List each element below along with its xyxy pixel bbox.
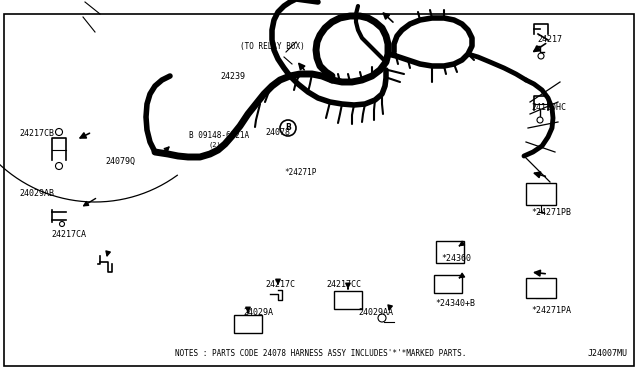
Text: 24078: 24078 (266, 128, 291, 137)
Bar (526, 183, 556, 205)
Text: *24271PB: *24271PB (531, 208, 571, 217)
Text: (2): (2) (208, 141, 221, 148)
Bar (436, 241, 464, 263)
Text: 24217: 24217 (538, 35, 563, 44)
Text: J24007MU: J24007MU (588, 350, 628, 359)
Text: 24079Q: 24079Q (106, 157, 136, 166)
Text: NOTES : PARTS CODE 24078 HARNESS ASSY INCLUDES'*'*MARKED PARTS.: NOTES : PARTS CODE 24078 HARNESS ASSY IN… (175, 350, 467, 359)
Text: 24029AA: 24029AA (358, 308, 394, 317)
Text: (TO RELAY BOX): (TO RELAY BOX) (240, 42, 305, 51)
Text: 24217C: 24217C (266, 280, 296, 289)
Text: 24110HC: 24110HC (531, 103, 566, 112)
Text: *24340+B: *24340+B (435, 299, 476, 308)
Text: *24360: *24360 (442, 254, 472, 263)
Text: *24271P: *24271P (285, 169, 317, 177)
Text: *24271PA: *24271PA (531, 306, 571, 315)
Text: 24217CB: 24217CB (19, 129, 54, 138)
Text: B: B (285, 124, 291, 132)
Text: 24217CA: 24217CA (51, 230, 86, 239)
Text: 24029A: 24029A (243, 308, 273, 317)
Text: 24029AB: 24029AB (19, 189, 54, 198)
Text: 24217CC: 24217CC (326, 280, 362, 289)
Bar (526, 278, 556, 298)
Bar (234, 315, 262, 333)
Text: 24239: 24239 (221, 72, 246, 81)
Text: B 09148-6121A: B 09148-6121A (189, 131, 249, 140)
Bar (334, 291, 362, 309)
Bar (434, 275, 462, 293)
